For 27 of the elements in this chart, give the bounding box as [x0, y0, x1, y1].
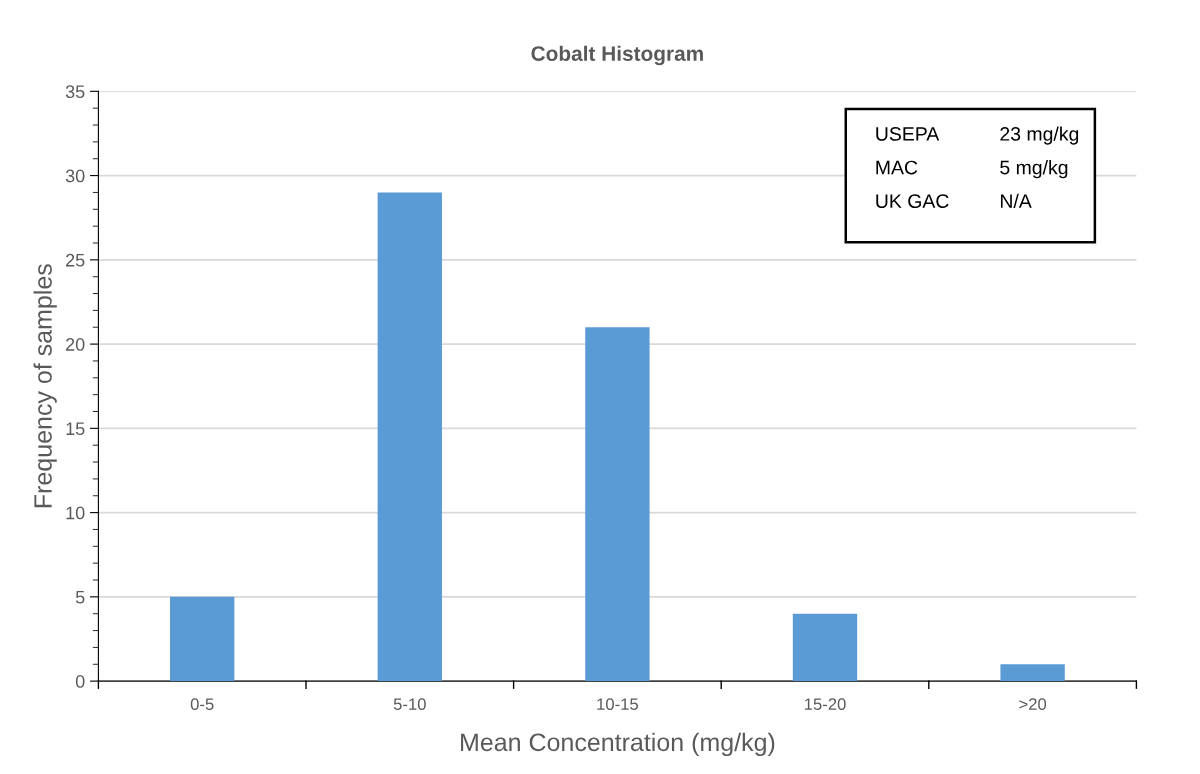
annotation: 5 mg/kg [1000, 160, 1068, 179]
x-tick-label: 10-15 [597, 698, 639, 711]
annotation: 23 mg/kg [1000, 126, 1079, 145]
annotation: USEPA [876, 127, 940, 141]
annotation: UK GAC [876, 194, 949, 209]
x-axis-title: Mean Concentration (mg/kg) [461, 732, 775, 757]
annotation: N/A [1000, 193, 1032, 209]
y-tick-label: 5 [75, 590, 85, 604]
y-tick-label: 10 [66, 506, 85, 520]
x-tick-label: 5-10 [393, 698, 426, 711]
bar [377, 192, 442, 682]
x-tick-label: >20 [1019, 698, 1047, 711]
bar [585, 327, 650, 682]
bar [1000, 664, 1065, 682]
y-tick-label: 15 [66, 422, 85, 436]
y-axis-title: Frequency of samples [33, 264, 57, 508]
annotation: MAC [876, 160, 918, 175]
y-tick-label: 35 [65, 85, 85, 99]
bar [792, 613, 858, 682]
y-tick-label: 20 [66, 338, 85, 351]
bar [170, 596, 235, 682]
y-tick-label: 0 [75, 675, 85, 688]
x-tick-label: 15-20 [804, 698, 846, 711]
chart-title: Cobalt Histogram [531, 45, 703, 66]
y-tick-label: 30 [65, 169, 85, 183]
x-tick-label: 0-5 [190, 698, 214, 711]
y-tick-label: 25 [66, 253, 85, 267]
